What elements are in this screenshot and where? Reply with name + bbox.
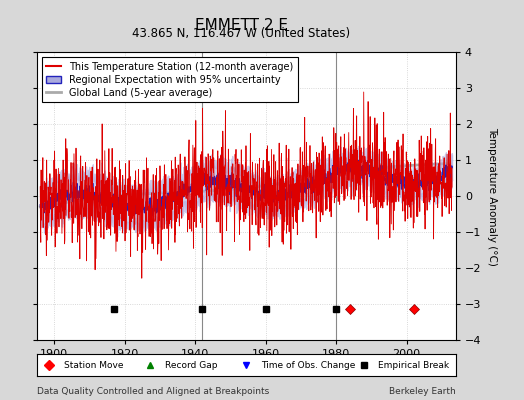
Legend: This Temperature Station (12-month average), Regional Expectation with 95% uncer: This Temperature Station (12-month avera… (41, 57, 298, 102)
Text: Time of Obs. Change: Time of Obs. Change (261, 360, 355, 370)
Text: Data Quality Controlled and Aligned at Breakpoints: Data Quality Controlled and Aligned at B… (37, 387, 269, 396)
Text: Berkeley Earth: Berkeley Earth (389, 387, 456, 396)
Y-axis label: Temperature Anomaly (°C): Temperature Anomaly (°C) (487, 126, 497, 266)
Text: EMMETT 2 E: EMMETT 2 E (194, 18, 288, 33)
Text: 43.865 N, 116.467 W (United States): 43.865 N, 116.467 W (United States) (132, 27, 350, 40)
Text: Empirical Break: Empirical Break (378, 360, 450, 370)
Text: Station Move: Station Move (64, 360, 124, 370)
Text: Record Gap: Record Gap (165, 360, 217, 370)
